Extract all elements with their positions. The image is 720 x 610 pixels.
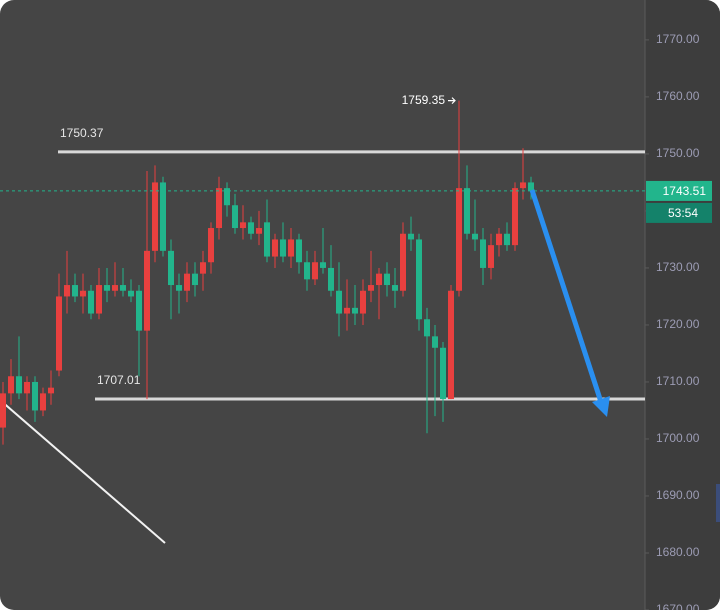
forecast-arrowhead: [592, 396, 610, 417]
high-pointer: [448, 97, 456, 105]
candle-body: [320, 262, 326, 268]
candle-body: [176, 285, 182, 291]
forecast-arrow: [529, 189, 604, 403]
candle-body: [248, 222, 254, 234]
candle-body: [408, 233, 414, 240]
y-tick-label: 1730.00: [656, 260, 700, 274]
price-tag-label: 1743.51: [663, 184, 707, 198]
candle-body: [56, 296, 62, 371]
candle-body: [32, 381, 38, 411]
candle-body: [488, 245, 494, 268]
candle-body: [296, 239, 302, 263]
candle-body: [504, 233, 510, 246]
candle-body: [48, 387, 54, 394]
candle-body: [392, 285, 398, 291]
candle-body: [400, 233, 406, 291]
candle-body: [40, 393, 46, 411]
candle-body: [512, 188, 518, 246]
candle-body: [192, 273, 198, 286]
candle-body: [304, 262, 310, 280]
candle-body: [16, 376, 22, 394]
candle-body: [360, 290, 366, 314]
level-label: 1750.37: [60, 126, 104, 140]
candle-body: [352, 307, 358, 314]
candle-body: [96, 285, 102, 314]
candle-body: [312, 262, 318, 280]
candle-body: [368, 285, 374, 291]
y-tick-label: 1680.00: [656, 545, 700, 559]
candle-body: [256, 228, 262, 234]
candle-body: [384, 273, 390, 286]
candle-body: [264, 222, 270, 257]
candle-body: [448, 290, 454, 400]
candle-body: [240, 222, 246, 229]
price-tag: [646, 180, 712, 201]
candle-body: [160, 182, 166, 251]
candle-body: [480, 239, 486, 268]
candle-body: [64, 285, 70, 297]
candle-body: [184, 273, 190, 291]
candle-body: [80, 290, 86, 297]
candle-body: [72, 285, 78, 297]
candle-body: [432, 336, 438, 348]
y-tick-label: 1690.00: [656, 488, 700, 502]
candle-body: [336, 290, 342, 314]
y-tick-label: 1720.00: [656, 317, 700, 331]
candle-body: [232, 205, 238, 229]
y-tick-label: 1760.00: [656, 89, 700, 103]
candle-body: [520, 182, 526, 189]
trend-line: [0, 399, 166, 544]
candle-body: [120, 285, 126, 291]
high-label: 1759.35: [402, 93, 446, 107]
candle-body: [136, 290, 142, 331]
candle-body: [272, 239, 278, 257]
price-axis: [645, 0, 720, 610]
candle-body: [152, 182, 158, 251]
candle-body: [128, 290, 134, 297]
candle-body: [144, 250, 150, 331]
candle-body: [88, 290, 94, 314]
candle-body: [104, 285, 110, 291]
candle-body: [472, 233, 478, 240]
candle-body: [208, 228, 214, 263]
countdown-label: 53:54: [668, 206, 698, 220]
candle-body: [416, 239, 422, 320]
candle-body: [464, 188, 470, 234]
candle-body: [216, 188, 222, 229]
y-tick-label: 1750.00: [656, 146, 700, 160]
y-tick-label: 1710.00: [656, 374, 700, 388]
countdown-tag: [646, 202, 712, 223]
y-tick-label: 1670.00: [656, 602, 700, 610]
candle-body: [496, 233, 502, 246]
candle-body: [328, 267, 334, 291]
candle-body: [200, 262, 206, 274]
candle-body: [0, 393, 6, 428]
candle-body: [344, 307, 350, 314]
candle-body: [440, 347, 446, 400]
scroll-handle: [716, 484, 720, 522]
candle-body: [288, 239, 294, 257]
candle-body: [528, 182, 534, 191]
level-label: 1707.01: [97, 373, 141, 387]
candle-body: [376, 273, 382, 286]
candle-body: [224, 188, 230, 206]
candle-body: [8, 376, 14, 394]
candle-body: [168, 250, 174, 286]
candle-body: [456, 188, 462, 291]
y-tick-label: 1700.00: [656, 431, 700, 445]
candle-body: [24, 381, 30, 394]
candle-body: [424, 319, 430, 337]
candle-body: [280, 239, 286, 257]
y-tick-label: 1770.00: [656, 32, 700, 46]
candle-body: [112, 285, 118, 291]
